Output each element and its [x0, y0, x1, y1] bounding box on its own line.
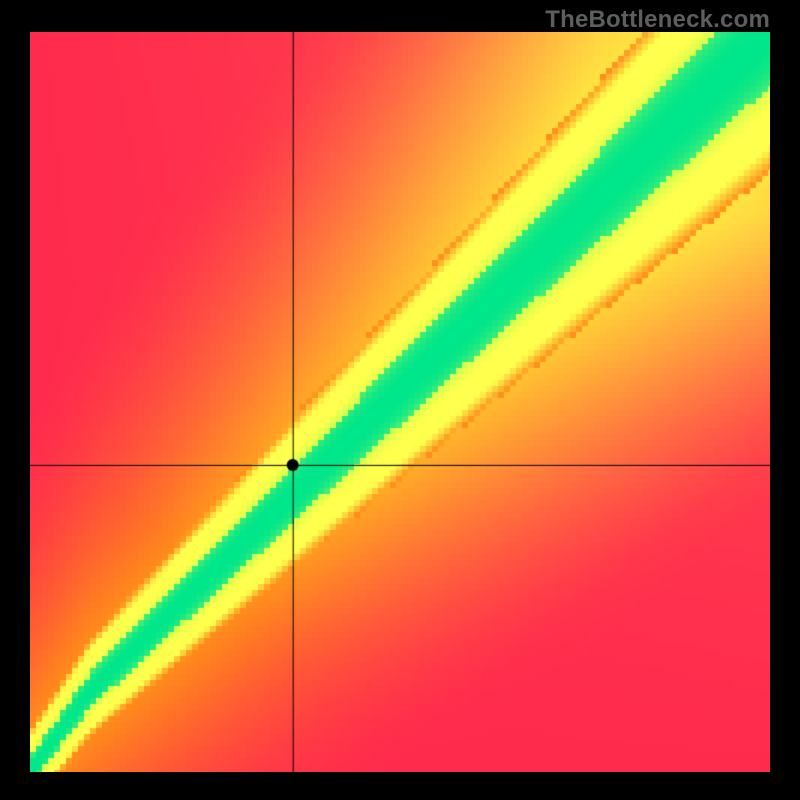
- bottleneck-heatmap: [30, 32, 770, 772]
- watermark-text: TheBottleneck.com: [545, 6, 770, 34]
